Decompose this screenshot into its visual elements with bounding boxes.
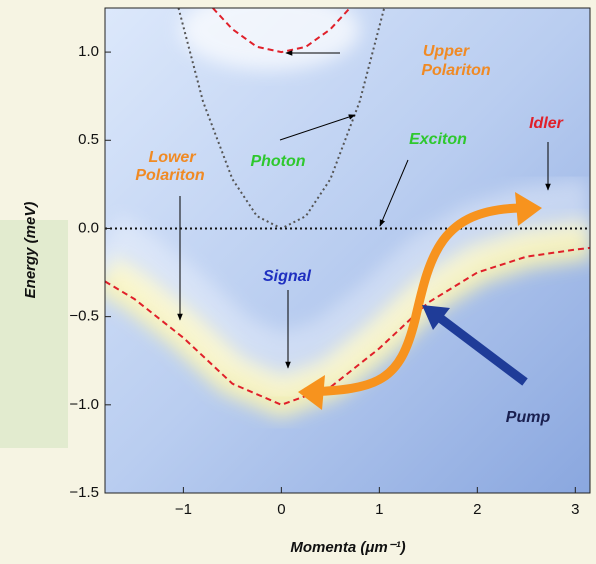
y-tick-label: −0.5	[69, 308, 99, 325]
y-tick-label: −1.0	[69, 396, 99, 413]
chart: Upper Polariton Lower Polariton Photon E…	[0, 0, 596, 564]
annotation: Pump	[506, 409, 551, 426]
x-tick-label: 0	[277, 501, 285, 518]
x-tick-label: 2	[473, 501, 481, 518]
x-tick-label: 1	[375, 501, 383, 518]
page: Upper Polariton Lower Polariton Photon E…	[0, 0, 596, 564]
x-axis-label: Momenta (μm⁻¹)	[290, 539, 405, 556]
annotation: Upper	[423, 43, 470, 60]
y-axis-label: Energy (meV)	[22, 202, 39, 299]
y-tick-label: 0.5	[78, 131, 99, 148]
annotation: Photon	[250, 153, 305, 170]
y-tick-label: −1.5	[69, 484, 99, 501]
y-tick-label: 0.0	[78, 219, 99, 236]
x-tick-label: 3	[571, 501, 579, 518]
annotation: Polariton	[421, 62, 491, 79]
annotation: Polariton	[135, 167, 205, 184]
annotation: Idler	[529, 115, 564, 132]
x-tick-label: −1	[175, 501, 192, 518]
annotation: Signal	[263, 268, 312, 285]
y-tick-label: 1.0	[78, 43, 99, 60]
annotation: Lower	[148, 149, 196, 166]
annotation: Exciton	[409, 131, 467, 148]
